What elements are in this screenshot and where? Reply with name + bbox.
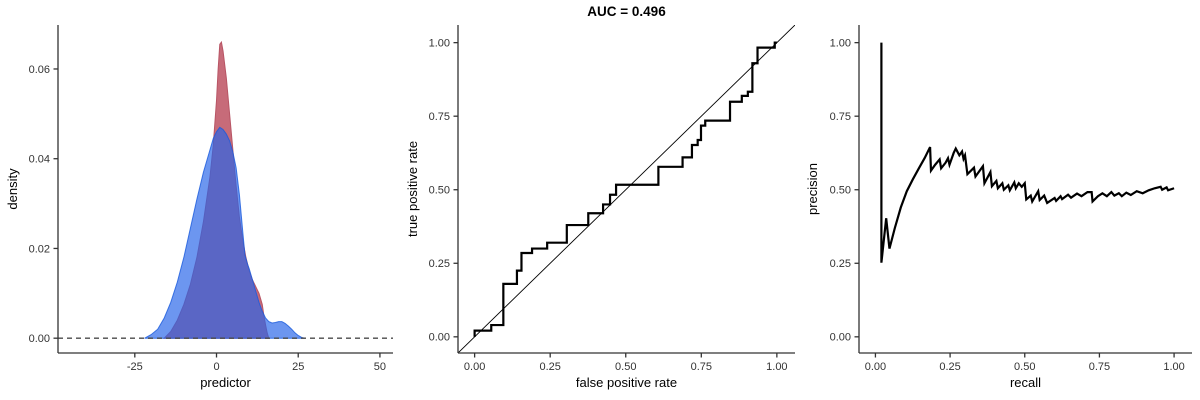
density-plot: -25 0 25 50 0.00 0.02 0.04 0.06 predictor density [0,0,400,400]
x-tick-label: 0.75 [691,361,712,373]
roc-plot-svg: 0.00 0.25 0.50 0.75 1.00 0.00 0.25 0.50 0.75 1.00… [405,4,795,390]
x-tick-label: -25 [127,361,143,373]
x-tick-label: 0.00 [865,361,886,373]
x-tick-label: 50 [374,361,386,373]
roc-curve [473,41,777,337]
x-tick-label: 0.50 [615,361,636,373]
class-negative-density [144,126,305,339]
y-tick-label: 0.25 [429,258,450,270]
precision-recall-plot: 0.00 0.25 0.50 0.75 1.00 0.00 0.25 0.50 0.75 1.00… [800,0,1200,400]
precision-recall-curve [880,42,1175,263]
diagonal-reference-line [458,25,795,353]
y-tick-label: 0.50 [429,185,450,197]
x-axis-title: false positive rate [576,375,677,390]
x-tick-label: 1.00 [766,361,787,373]
density-plot-svg: -25 0 25 50 0.00 0.02 0.04 0.06 predictor density [5,25,393,390]
x-tick-label: 0.75 [1089,361,1110,373]
y-tick-label: 0.00 [29,333,50,345]
x-tick-label: 0.00 [464,361,485,373]
x-axis-title: recall [1010,375,1041,390]
x-tick-label: 0.25 [539,361,560,373]
roc-plot: 0.00 0.25 0.50 0.75 1.00 0.00 0.25 0.50 0.75 1.00… [400,0,800,400]
plot-title: AUC = 0.496 [587,4,666,19]
precision-recall-plot-svg: 0.00 0.25 0.50 0.75 1.00 0.00 0.25 0.50 0.75 1.00… [805,25,1192,390]
y-tick-label: 1.00 [830,37,851,49]
y-tick-label: 0.04 [29,154,50,166]
y-axis-title: density [5,168,20,210]
y-tick-label: 0.75 [429,111,450,123]
y-tick-label: 1.00 [429,37,450,49]
x-axis-title: predictor [200,375,251,390]
y-tick-label: 0.50 [830,185,851,197]
x-tick-label: 0.50 [1014,361,1035,373]
y-tick-label: 0.02 [29,243,50,255]
y-axis-title: true positive rate [405,141,420,237]
x-tick-label: 0.25 [939,361,960,373]
y-tick-label: 0.75 [830,111,851,123]
y-tick-label: 0.06 [29,64,50,76]
y-tick-label: 0.25 [830,258,851,270]
y-axis-title: precision [805,163,820,215]
x-tick-label: 0 [213,361,219,373]
x-tick-label: 1.00 [1163,361,1184,373]
y-tick-label: 0.00 [830,332,851,344]
y-tick-label: 0.00 [429,332,450,344]
x-tick-label: 25 [292,361,304,373]
